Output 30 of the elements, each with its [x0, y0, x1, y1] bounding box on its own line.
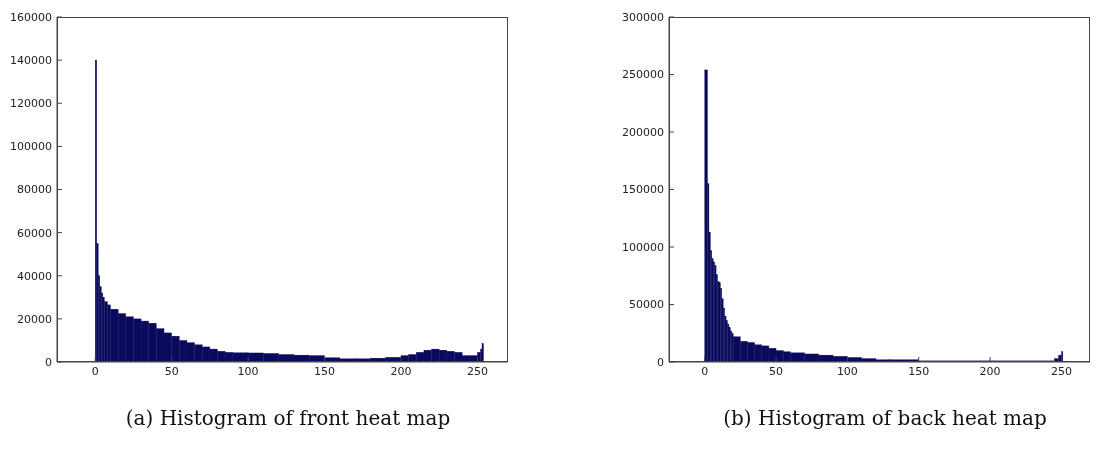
x-tick-label: 50 — [164, 364, 179, 378]
x-tick-label: 150 — [314, 364, 336, 378]
y-tick-label: 0 — [45, 355, 52, 369]
y-tick-label: 200000 — [622, 125, 664, 139]
y-tick-label: 0 — [657, 355, 664, 369]
y-tick-label: 140000 — [10, 54, 52, 68]
x-tick-label: 200 — [390, 364, 412, 378]
text: (b) Histogram of back heat map — [722, 406, 1048, 430]
x-tick-label: 100 — [836, 364, 858, 378]
x-tick-label: 0 — [701, 364, 709, 378]
x-tick-label: 250 — [466, 364, 488, 378]
y-tick-label: 100000 — [10, 140, 52, 154]
x-tick-label: 150 — [908, 364, 930, 378]
x-tick-label: 200 — [979, 364, 1001, 378]
y-tick-label: 80000 — [17, 183, 52, 197]
y-tick-label: 120000 — [10, 97, 52, 111]
y-tick-label: 50000 — [629, 298, 664, 312]
x-tick-label: 250 — [1050, 364, 1072, 378]
x-tick-label: 100 — [237, 364, 259, 378]
y-tick-label: 20000 — [17, 312, 52, 326]
x-tick-label: 50 — [769, 364, 784, 378]
y-tick-label: 60000 — [17, 226, 52, 240]
y-tick-label: 250000 — [622, 68, 664, 82]
y-tick-label: 300000 — [622, 10, 664, 24]
y-tick-label: 150000 — [622, 183, 664, 197]
y-tick-label: 160000 — [10, 10, 52, 24]
y-tick-label: 40000 — [17, 269, 52, 283]
text: (a) Histogram of front heat map — [124, 406, 452, 430]
x-tick-label: 0 — [91, 364, 99, 378]
y-tick-label: 100000 — [622, 240, 664, 254]
